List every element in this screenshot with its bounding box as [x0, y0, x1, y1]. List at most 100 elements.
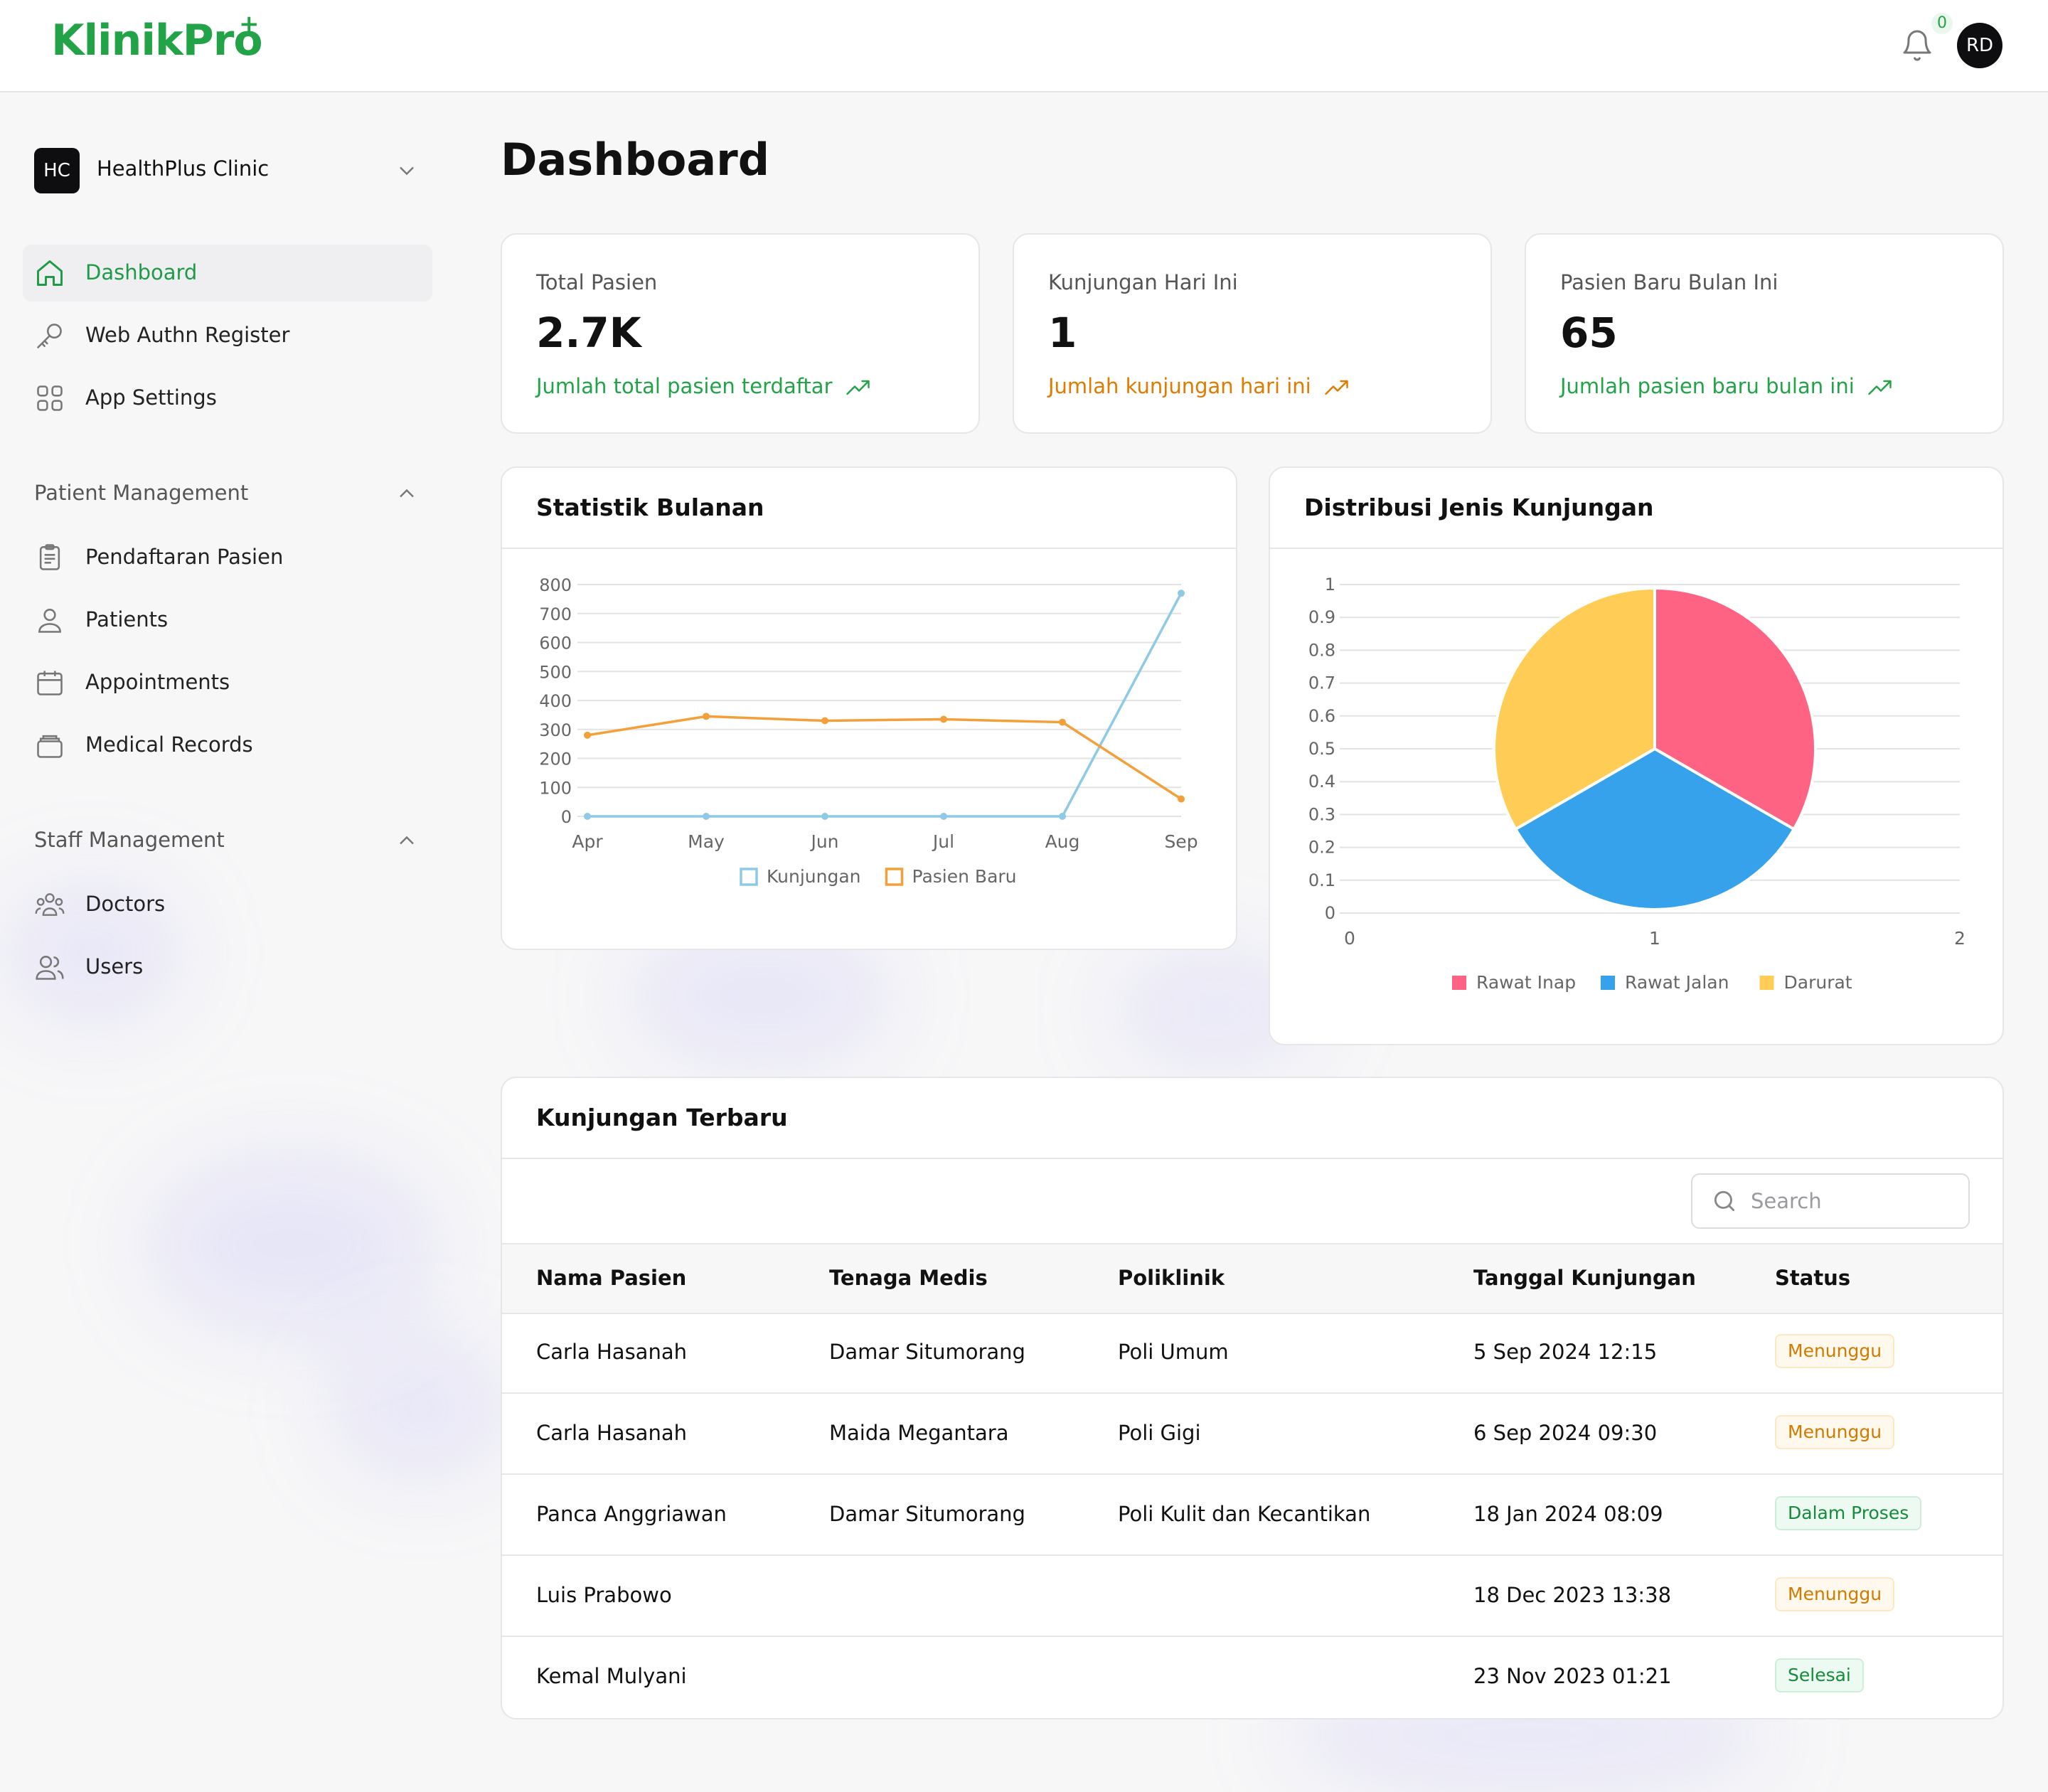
- column-header-poliklinik[interactable]: Poliklinik: [1118, 1266, 1225, 1290]
- chevron-up-icon[interactable]: [394, 481, 420, 509]
- column-header-nama-pasien[interactable]: Nama Pasien: [536, 1266, 687, 1290]
- x-tick-label: Jun: [809, 831, 838, 852]
- stat-value: 65: [1560, 309, 1618, 357]
- sidebar-item-label: Medical Records: [85, 732, 253, 757]
- sidebar-item-web-authn-register[interactable]: Web Authn Register: [23, 307, 432, 364]
- sidebar-item-label: Doctors: [85, 892, 166, 916]
- sidebar-item-medical-records[interactable]: Medical Records: [23, 717, 432, 774]
- table-row[interactable]: Carla Hasanah Damar Situmorang Poli Umum 5 …: [502, 1313, 2002, 1394]
- y-tick-label: 0.4: [1308, 772, 1335, 791]
- y-tick-label: 700: [539, 604, 572, 624]
- status-badge: Menunggu: [1775, 1334, 1895, 1368]
- data-point: [821, 813, 828, 820]
- stat-card-pasien-baru: Pasien Baru Bulan Ini 65 Jumlah pasien b…: [1525, 233, 2004, 434]
- data-point: [703, 713, 710, 720]
- user-icon: [34, 604, 65, 636]
- clinic-name: Poli Gigi: [1118, 1421, 1201, 1445]
- section-title-patient-management[interactable]: Patient Management: [34, 481, 249, 505]
- data-point: [584, 731, 591, 739]
- y-tick-label: 0: [561, 807, 572, 827]
- y-tick-label: 100: [539, 778, 572, 798]
- y-tick-label: 800: [539, 575, 572, 595]
- trending-up-icon: [846, 380, 870, 395]
- sidebar-item-patients[interactable]: Patients: [23, 592, 432, 649]
- medic-name: Damar Situmorang: [829, 1340, 1025, 1364]
- status-badge: Menunggu: [1775, 1577, 1895, 1611]
- section-title-staff-management[interactable]: Staff Management: [34, 828, 225, 852]
- table-row[interactable]: Luis Prabowo 18 Dec 2023 13:38 Menunggu: [502, 1556, 2002, 1637]
- notification-bell-icon[interactable]: [1900, 28, 1934, 63]
- y-tick-label: 200: [539, 750, 572, 769]
- org-chevron-down-icon[interactable]: [394, 158, 420, 186]
- legend-swatch: [740, 868, 758, 886]
- y-tick-label: 0.1: [1308, 870, 1335, 890]
- column-header-tanggal-kunjungan[interactable]: Tanggal Kunjungan: [1473, 1266, 1696, 1290]
- visit-date: 6 Sep 2024 09:30: [1473, 1421, 1658, 1445]
- records-icon: [34, 730, 65, 761]
- legend-swatch: [1759, 976, 1774, 990]
- stat-label: Total Pasien: [536, 270, 658, 294]
- legend-label: Pasien Baru: [912, 866, 1017, 887]
- sidebar-item-label: Pendaftaran Pasien: [85, 545, 284, 569]
- column-header-tenaga-medis[interactable]: Tenaga Medis: [829, 1266, 988, 1290]
- search-box[interactable]: [1691, 1173, 1970, 1229]
- notification-count-badge: 0: [1931, 13, 1953, 34]
- table-row[interactable]: Panca Anggriawan Damar Situmorang Poli Kul…: [502, 1475, 2002, 1556]
- y-tick-label: 0.5: [1308, 739, 1335, 759]
- recent-visits-card: Kunjungan Terbaru Nama Pasien Tenaga Med…: [501, 1077, 2004, 1719]
- sidebar-item-users[interactable]: Users: [23, 939, 432, 996]
- legend-label: Kunjungan: [767, 866, 861, 887]
- search-input[interactable]: [1749, 1183, 1958, 1219]
- clinic-name: Poli Umum: [1118, 1340, 1229, 1364]
- stat-card-kunjungan-hari-ini: Kunjungan Hari Ini 1 Jumlah kunjungan ha…: [1013, 233, 1492, 434]
- sidebar-item-app-settings[interactable]: App Settings: [23, 370, 432, 427]
- table-row[interactable]: Kemal Mulyani 23 Nov 2023 01:21 Selesai: [502, 1637, 2002, 1717]
- app-logo[interactable]: KlinikPro: [51, 16, 263, 65]
- pie-chart: 0 0.1 0.2 0.3 0.4 0.5 0.6 0.7 0.8 0.9 1 0 1 2 Rawat In…: [1308, 575, 1966, 993]
- legend-swatch: [1601, 976, 1615, 990]
- stat-card-total-pasien: Total Pasien 2.7K Jumlah total pasien te…: [501, 233, 980, 434]
- legend-label: Rawat Inap: [1476, 972, 1576, 993]
- y-tick-label: 400: [539, 691, 572, 711]
- chevron-up-icon[interactable]: [394, 828, 420, 856]
- table-title: Kunjungan Terbaru: [536, 1104, 788, 1131]
- sidebar-item-doctors[interactable]: Doctors: [23, 876, 432, 933]
- visit-date: 18 Jan 2024 08:09: [1473, 1502, 1663, 1526]
- home-icon: [34, 257, 65, 289]
- stat-subtitle: Jumlah pasien baru bulan ini: [1560, 374, 1894, 398]
- y-tick-label: 0.9: [1308, 607, 1335, 627]
- y-tick-label: 0.6: [1308, 706, 1335, 726]
- sidebar-item-label: Appointments: [85, 670, 230, 694]
- line-chart-card: Statistik Bulanan 0 100 200 300 400 500 600 700…: [501, 466, 1237, 950]
- sidebar-item-appointments[interactable]: Appointments: [23, 654, 432, 711]
- data-point: [1059, 718, 1066, 726]
- data-point: [940, 813, 947, 820]
- sidebar-item-label: Dashboard: [85, 260, 198, 284]
- patient-name: Carla Hasanah: [536, 1421, 687, 1445]
- series-line: [587, 592, 1183, 818]
- key-icon: [34, 320, 65, 351]
- y-tick-label: 0.2: [1308, 838, 1335, 858]
- legend-swatch: [885, 868, 904, 886]
- sidebar-item-dashboard[interactable]: Dashboard: [23, 245, 432, 302]
- table-row[interactable]: Carla Hasanah Maida Megantara Poli Gigi 6 S…: [502, 1394, 2002, 1475]
- table-header: Nama Pasien Tenaga Medis Poliklinik Tang…: [502, 1243, 2002, 1314]
- grid-icon: [34, 383, 65, 414]
- y-tick-label: 0: [1325, 903, 1335, 923]
- x-tick-label: 1: [1649, 928, 1660, 949]
- logo-plus-mark: +: [239, 10, 260, 38]
- line-chart-title: Statistik Bulanan: [536, 494, 764, 521]
- data-point: [821, 717, 828, 725]
- status-badge: Dalam Proses: [1775, 1496, 1922, 1530]
- calendar-icon: [34, 667, 65, 698]
- stat-subtitle: Jumlah total pasien terdaftar: [536, 374, 872, 398]
- status-badge: Selesai: [1775, 1658, 1864, 1692]
- sidebar-item-label: Patients: [85, 607, 169, 631]
- user-avatar[interactable]: RD: [1957, 23, 2002, 68]
- sidebar-item-pendaftaran-pasien[interactable]: Pendaftaran Pasien: [23, 529, 432, 586]
- pie-chart-title: Distribusi Jenis Kunjungan: [1304, 494, 1654, 521]
- medic-name: Maida Megantara: [829, 1421, 1009, 1445]
- column-header-status[interactable]: Status: [1775, 1266, 1851, 1290]
- users-icon: [34, 951, 65, 983]
- org-name[interactable]: HealthPlus Clinic: [97, 156, 270, 181]
